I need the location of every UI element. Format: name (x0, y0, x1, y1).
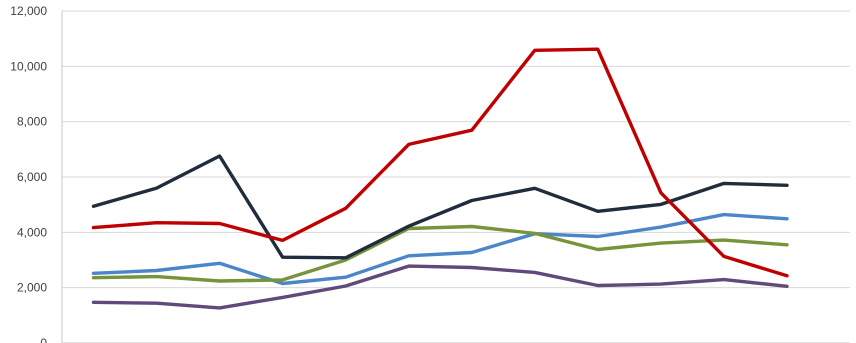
y-tick-label: 10,000 (10, 59, 47, 73)
series-line-2 (91, 224, 789, 283)
gridlines (62, 10, 850, 343)
y-tick-label: 2,000 (17, 281, 47, 295)
y-tick-label: 8,000 (17, 115, 47, 129)
y-tick-label: 12,000 (10, 4, 47, 18)
series-line-4 (91, 154, 789, 260)
y-tick-label: 4,000 (17, 225, 47, 239)
y-tick-label: 6,000 (17, 170, 47, 184)
series-line-1 (91, 212, 789, 286)
series-lines (91, 47, 789, 310)
series-line-5 (91, 47, 789, 278)
y-axis-ticks: 0 2,000 4,000 6,000 8,000 10,000 12,000 (10, 4, 47, 343)
y-tick-label: 0 (40, 336, 47, 343)
series-line-3 (91, 264, 789, 310)
